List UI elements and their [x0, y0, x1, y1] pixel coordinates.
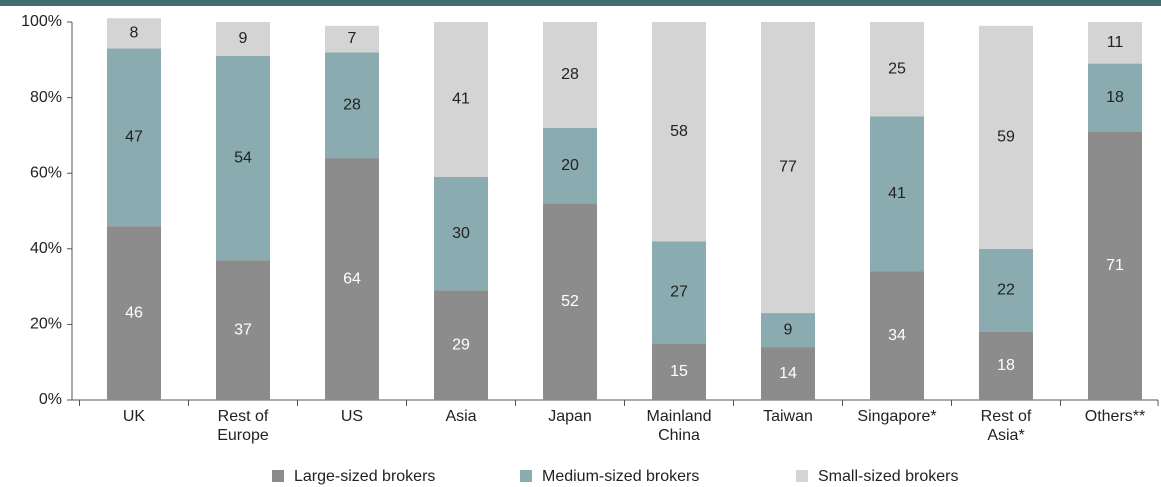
value-label: 71: [1106, 257, 1124, 274]
bar-segment: [434, 22, 488, 177]
y-tick-label: 80%: [30, 89, 62, 106]
y-tick-label: 60%: [30, 164, 62, 181]
legend-swatch: [796, 470, 808, 482]
bar-segment: [761, 22, 815, 314]
value-label: 41: [452, 91, 470, 108]
bar-segment: [1088, 131, 1142, 400]
bar-segment: [543, 127, 597, 204]
x-tick-label: Asia: [445, 408, 476, 425]
bar-segment: [652, 343, 706, 400]
y-tick-label: 40%: [30, 240, 62, 257]
value-label: 52: [561, 293, 579, 310]
value-label: 7: [348, 30, 357, 47]
value-label: 46: [125, 304, 143, 321]
bar-segment: [979, 248, 1033, 332]
value-label: 41: [888, 185, 906, 202]
bar-segment: [870, 116, 924, 272]
value-label: 22: [997, 282, 1015, 299]
y-tick-label: 100%: [21, 13, 62, 30]
value-label: 47: [125, 129, 143, 146]
bar-segment: [543, 22, 597, 128]
value-label: 8: [130, 25, 139, 42]
value-label: 15: [670, 363, 688, 380]
bar-segment: [870, 22, 924, 117]
value-label: 27: [670, 283, 688, 300]
bar-segment: [652, 22, 706, 242]
value-label: 77: [779, 159, 797, 176]
y-tick-label: 20%: [30, 316, 62, 333]
value-label: 28: [561, 66, 579, 83]
value-label: 30: [452, 225, 470, 242]
bar-segment: [1088, 22, 1142, 64]
x-tick-label: UK: [123, 408, 146, 425]
value-label: 28: [343, 96, 361, 113]
value-label: 59: [997, 129, 1015, 146]
bar-segment: [652, 241, 706, 344]
bar-segment: [761, 313, 815, 348]
bar-segment: [979, 25, 1033, 249]
bar-segment: [434, 290, 488, 400]
value-label: 29: [452, 336, 470, 353]
value-label: 11: [1107, 34, 1124, 51]
bar-segment: [1088, 63, 1142, 132]
bar-segment: [761, 347, 815, 400]
bar-segment: [216, 260, 270, 400]
bar-segment: [325, 52, 379, 159]
value-label: 34: [888, 327, 906, 344]
legend-label: Small-sized brokers: [818, 468, 958, 485]
value-label: 64: [343, 270, 361, 287]
x-tick-label: Others**: [1085, 408, 1145, 425]
legend-swatch: [520, 470, 532, 482]
top-band: [0, 0, 1161, 6]
x-tick-label: Singapore*: [857, 408, 936, 425]
value-label: 37: [234, 321, 252, 338]
x-tick-label: Japan: [548, 408, 592, 425]
bar-segment: [325, 158, 379, 400]
bar-segment: [870, 271, 924, 400]
bar-segment: [434, 176, 488, 291]
x-tick-label: Rest of Asia*: [981, 408, 1032, 444]
x-tick-label: US: [341, 408, 363, 425]
legend-label: Medium-sized brokers: [542, 468, 699, 485]
value-label: 54: [234, 149, 252, 166]
bar-segment: [107, 48, 161, 227]
legend-swatch: [272, 470, 284, 482]
bar-segment: [107, 18, 161, 49]
y-tick-label: 0%: [39, 391, 62, 408]
bar-segment: [216, 56, 270, 261]
bar-segment: [979, 331, 1033, 400]
legend-label: Large-sized brokers: [294, 468, 435, 485]
value-label: 18: [1106, 89, 1124, 106]
value-label: 14: [779, 365, 797, 382]
x-tick-label: Mainland China: [647, 408, 712, 444]
value-label: 58: [670, 123, 688, 140]
value-label: 18: [997, 357, 1015, 374]
x-tick-label: Rest of Europe: [217, 408, 269, 444]
value-label: 20: [561, 157, 579, 174]
value-label: 25: [888, 60, 906, 77]
bar-segment: [325, 25, 379, 53]
bar-segment: [543, 203, 597, 400]
bar-segment: [216, 22, 270, 57]
value-label: 9: [239, 30, 248, 47]
bar-segment: [107, 226, 161, 400]
value-label: 9: [784, 321, 793, 338]
x-tick-label: Taiwan: [763, 408, 813, 425]
